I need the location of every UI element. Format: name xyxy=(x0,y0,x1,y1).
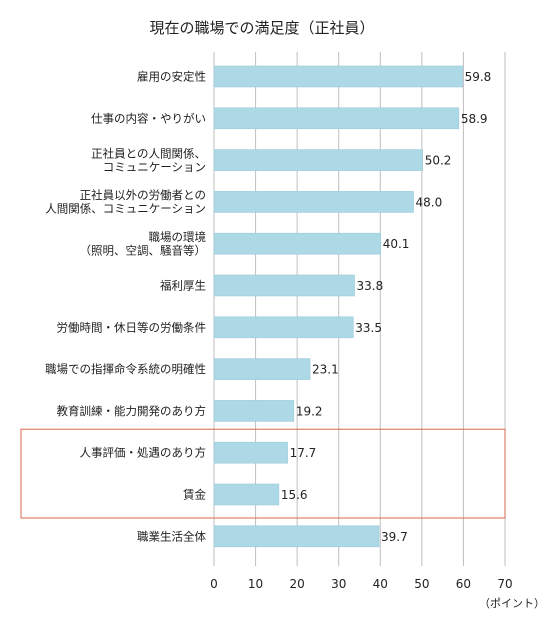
category-label: 職場の環境 xyxy=(149,230,207,244)
bar xyxy=(213,232,382,255)
value-label: 33.5 xyxy=(355,321,382,335)
x-tick-label: 50 xyxy=(414,577,429,591)
bar xyxy=(213,274,355,297)
bar xyxy=(213,191,414,213)
category-label: 人事評価・処遇のあり方 xyxy=(80,446,207,460)
value-label: 58.9 xyxy=(461,112,488,126)
value-label: 19.2 xyxy=(296,404,323,418)
value-label: 40.1 xyxy=(383,237,410,251)
value-label: 39.7 xyxy=(381,530,408,544)
x-tick-label: 10 xyxy=(248,577,263,591)
bar xyxy=(213,441,288,464)
x-tick-label: 40 xyxy=(373,577,388,591)
category-label: 正社員以外の労働者との xyxy=(80,188,206,202)
bars xyxy=(213,65,463,548)
value-label: 33.8 xyxy=(357,279,384,293)
category-label: コミュニケーション xyxy=(103,160,206,174)
category-label: 職場での指揮命令系統の明確性 xyxy=(45,362,206,376)
category-label: 労働時間・休日等の労働条件 xyxy=(57,320,207,334)
highlight-box xyxy=(20,428,506,519)
bar xyxy=(213,316,354,339)
x-tick-label: 70 xyxy=(497,577,512,591)
value-labels: 59.8 58.9 50.2 48.0 40.1 33.8 33.5 23.1 19.2 17.7… xyxy=(281,70,491,544)
category-label: 賃金 xyxy=(183,488,206,502)
value-label: 17.7 xyxy=(290,446,317,460)
category-label: 人間関係、コミュニケーション xyxy=(45,202,206,216)
x-axis-unit: （ポイント） xyxy=(479,597,545,610)
category-label: （照明、空調、騒音等） xyxy=(80,243,207,257)
bar xyxy=(213,358,311,380)
x-tick-label: 60 xyxy=(456,577,471,591)
bar xyxy=(213,107,460,130)
category-label: 正社員との人間関係、 xyxy=(91,146,206,160)
bar xyxy=(213,65,463,88)
category-label: 仕事の内容・やりがい xyxy=(91,111,206,125)
value-label: 23.1 xyxy=(312,363,339,377)
x-tick-label: 20 xyxy=(290,577,305,591)
category-label: 雇用の安定性 xyxy=(137,70,206,84)
category-label: 教育訓練・能力開発のあり方 xyxy=(57,404,207,418)
x-tick-labels: 0 10 20 30 40 50 60 70 xyxy=(210,577,512,591)
bar xyxy=(213,149,423,171)
value-label: 15.6 xyxy=(281,488,308,502)
bar xyxy=(213,400,295,422)
x-tick-label: 0 xyxy=(210,577,218,591)
x-tick-label: 30 xyxy=(331,577,346,591)
grid-lines xyxy=(213,52,506,566)
bar xyxy=(213,483,280,506)
category-label: 職業生活全体 xyxy=(137,529,206,543)
value-label: 59.8 xyxy=(465,70,492,84)
bar xyxy=(213,525,380,548)
category-labels: 雇用の安定性仕事の内容・やりがい正社員との人間関係、コミュニケーション正社員以外… xyxy=(45,70,206,544)
chart-title: 現在の職場での満足度（正社員） xyxy=(149,19,374,37)
value-label: 50.2 xyxy=(425,154,452,168)
value-label: 48.0 xyxy=(416,195,443,209)
category-label: 福利厚生 xyxy=(160,279,206,293)
